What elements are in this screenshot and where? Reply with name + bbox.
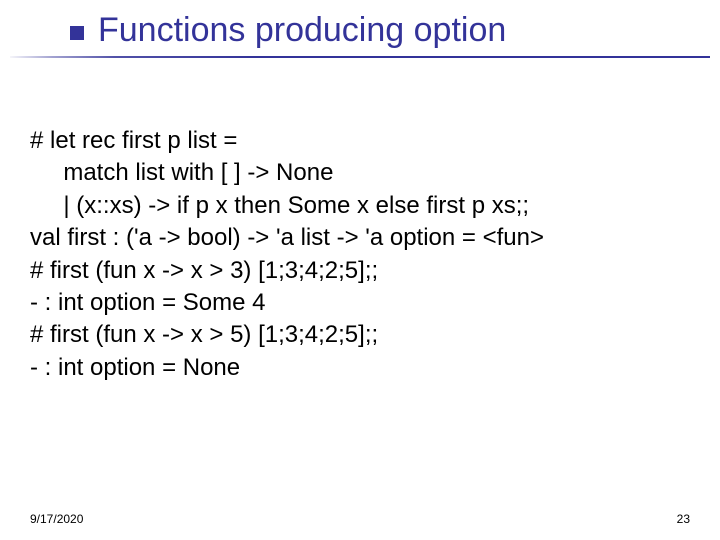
code-line: - : int option = Some 4 bbox=[30, 287, 690, 319]
code-line: - : int option = None bbox=[30, 352, 690, 384]
slide-title: Functions producing option bbox=[98, 12, 506, 49]
code-line: match list with [ ] -> None bbox=[30, 157, 690, 189]
slide: Functions producing option # let rec fir… bbox=[0, 0, 720, 540]
title-underline bbox=[10, 56, 710, 58]
slide-body: # let rec first p list = match list with… bbox=[30, 125, 690, 384]
code-line: | (x::xs) -> if p x then Some x else fir… bbox=[30, 190, 690, 222]
code-line: val first : ('a -> bool) -> 'a list -> '… bbox=[30, 222, 690, 254]
code-line: # let rec first p list = bbox=[30, 125, 690, 157]
footer-date: 9/17/2020 bbox=[30, 512, 83, 526]
code-line: # first (fun x -> x > 3) [1;3;4;2;5];; bbox=[30, 255, 690, 287]
footer-page-number: 23 bbox=[677, 512, 690, 526]
title-area: Functions producing option bbox=[70, 12, 690, 49]
code-line: # first (fun x -> x > 5) [1;3;4;2;5];; bbox=[30, 319, 690, 351]
bullet-square-icon bbox=[70, 26, 84, 40]
